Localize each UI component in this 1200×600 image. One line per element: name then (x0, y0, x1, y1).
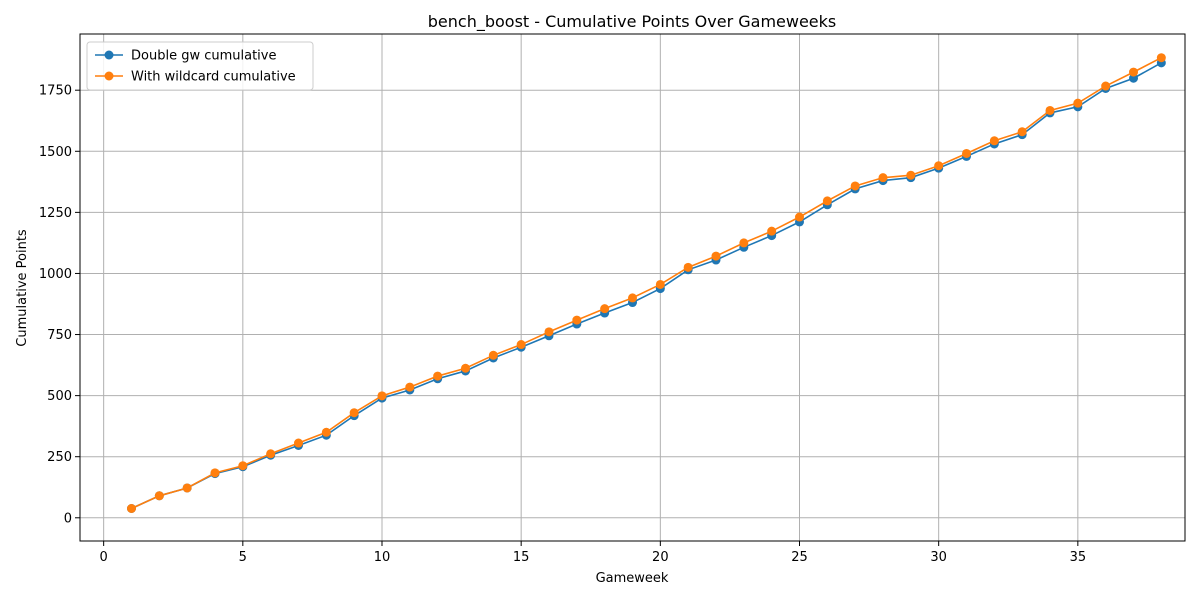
series-1-point-24 (795, 212, 805, 222)
ticks: 0 5 10 15 20 25 30 35 0 250 500 750 1000 1250 1500 1750 (39, 84, 1086, 565)
y-tick-label-1: 250 (47, 450, 72, 465)
x-tick-label-3: 15 (513, 550, 530, 565)
series-1-point-20 (683, 262, 693, 272)
series-1-point-37 (1156, 53, 1166, 63)
series-1-point-35 (1101, 81, 1111, 91)
series-1-point-0 (126, 504, 136, 514)
x-tick-label-1: 5 (239, 550, 247, 565)
series-1-point-29 (934, 161, 944, 171)
series-1-point-9 (377, 391, 387, 401)
series-1-point-18 (628, 293, 637, 303)
grid (80, 34, 1185, 541)
legend-marker-1 (104, 71, 114, 81)
series-1-point-30 (962, 148, 972, 158)
series-1-point-15 (544, 327, 554, 337)
series-1-point-4 (238, 461, 248, 471)
y-tick-label-5: 1250 (39, 206, 72, 221)
series-1-point-27 (878, 173, 888, 183)
series-1-point-33 (1045, 105, 1055, 115)
series-1-point-25 (822, 196, 832, 206)
series-1-point-6 (293, 438, 303, 448)
y-tick-label-6: 1500 (39, 145, 72, 160)
y-axis-label: Cumulative Points (15, 229, 30, 347)
series-1-point-8 (349, 408, 359, 418)
series-1-point-10 (405, 382, 415, 392)
series-1-point-3 (210, 468, 220, 478)
series-1-point-14 (516, 340, 526, 350)
legend-label-1: With wildcard cumulative (131, 70, 296, 85)
x-tick-label-7: 35 (1070, 550, 1087, 565)
series-1-point-22 (739, 238, 749, 248)
series-line-0 (131, 62, 1162, 510)
series-1-point-17 (600, 304, 610, 314)
series-1-point-26 (850, 181, 860, 191)
series-1-point-19 (655, 279, 665, 289)
series-1-point-32 (1017, 127, 1027, 137)
series-1-point-21 (711, 251, 721, 261)
series-layer (126, 53, 1166, 514)
legend-box (86, 41, 314, 91)
series-1-point-34 (1073, 98, 1083, 108)
y-tick-label-7: 1750 (39, 84, 72, 99)
series-1-point-13 (488, 350, 498, 360)
plot-frame (79, 33, 1186, 542)
series-1-point-23 (767, 226, 777, 236)
series-1-point-11 (433, 371, 443, 381)
series-1-point-31 (989, 136, 999, 146)
series-1-point-7 (321, 427, 331, 437)
x-tick-label-0: 0 (100, 550, 108, 565)
series-1 (126, 53, 1166, 514)
x-tick-label-4: 20 (652, 550, 669, 565)
x-tick-label-5: 25 (791, 550, 808, 565)
series-1-point-5 (266, 449, 276, 459)
legend-marker-0 (104, 50, 114, 60)
x-axis-label: Gameweek (596, 571, 669, 586)
series-1-point-1 (154, 491, 164, 501)
series-1-point-28 (906, 170, 916, 180)
series-1-point-16 (572, 315, 582, 325)
y-tick-label-3: 750 (47, 328, 72, 343)
y-tick-label-2: 500 (47, 389, 72, 404)
series-1-point-36 (1129, 67, 1139, 77)
y-tick-label-0: 0 (64, 511, 72, 526)
series-1-point-2 (182, 483, 192, 493)
series-line-1 (131, 56, 1162, 510)
chart-title: bench_boost - Cumulative Points Over Gam… (428, 12, 837, 32)
y-tick-label-4: 1000 (39, 267, 72, 282)
x-tick-label-2: 10 (374, 550, 391, 565)
legend-label-0: Double gw cumulative (131, 49, 276, 64)
legend: Double gw cumulative With wildcard cumula… (86, 41, 314, 91)
series-1-point-12 (460, 363, 470, 373)
x-tick-label-6: 30 (930, 550, 947, 565)
